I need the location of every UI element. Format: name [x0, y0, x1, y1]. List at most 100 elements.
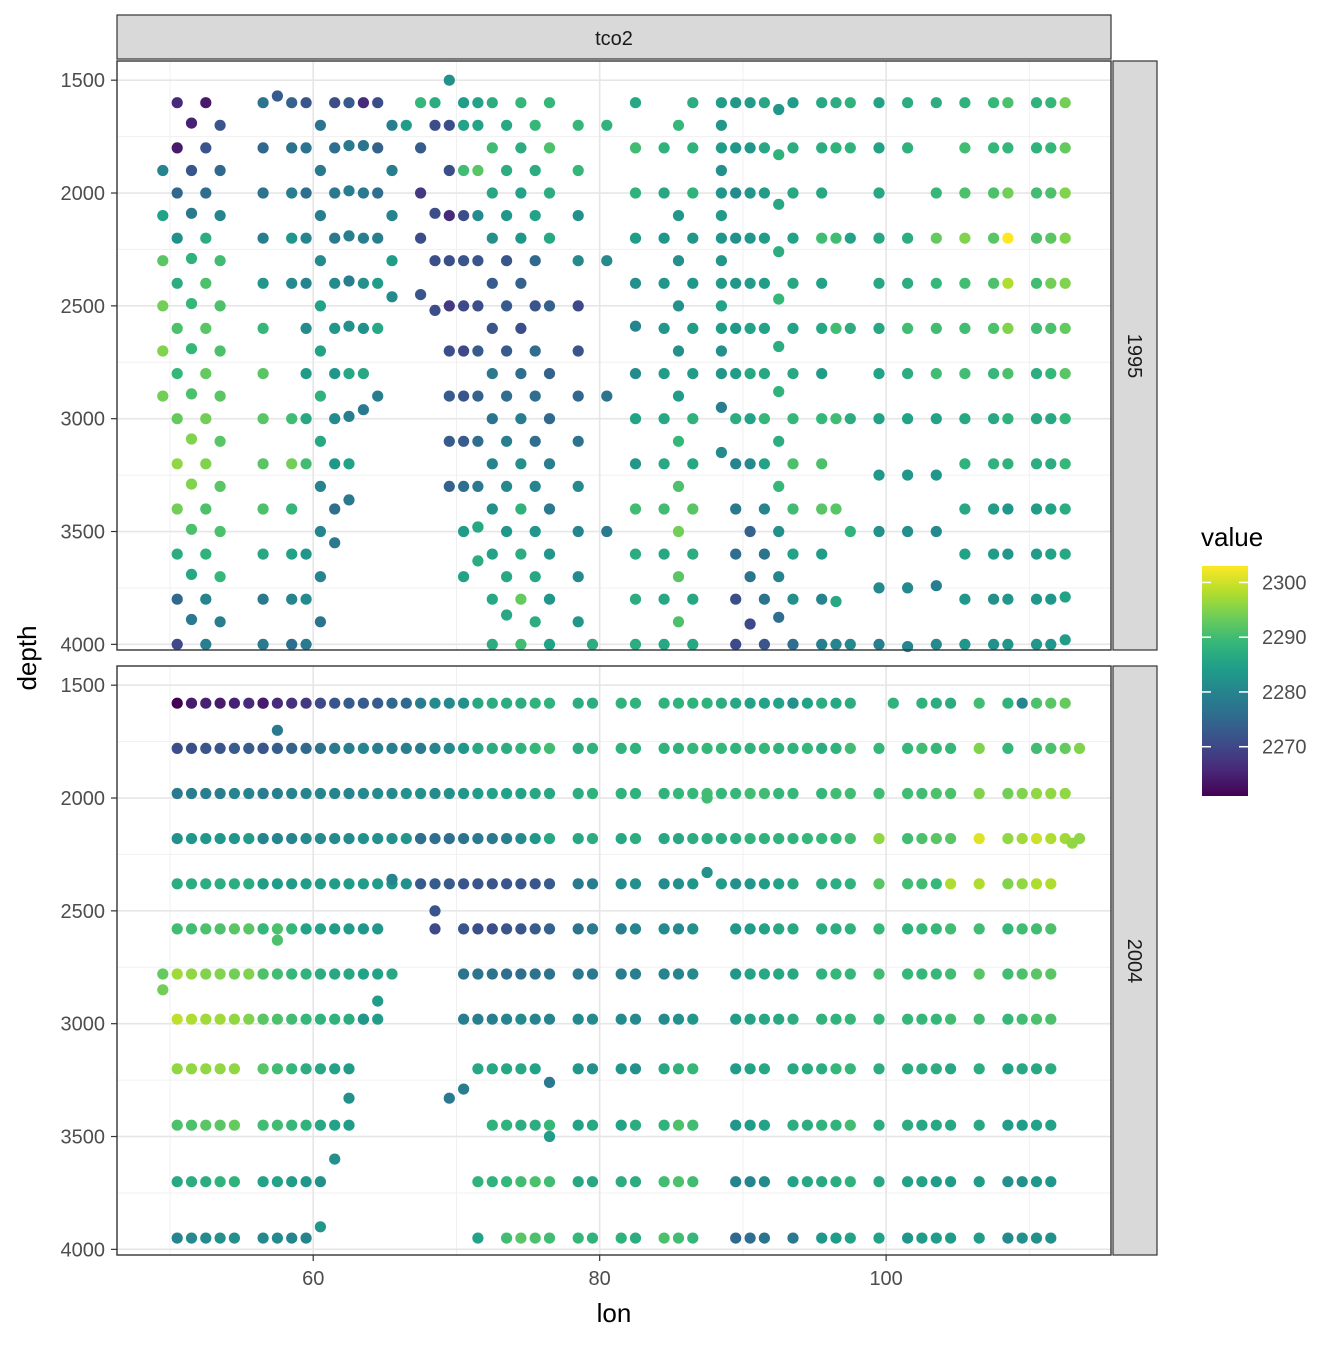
data-point — [1002, 1232, 1014, 1244]
data-point — [443, 345, 455, 357]
data-point — [629, 787, 642, 800]
data-point — [902, 322, 914, 334]
data-point — [329, 322, 341, 334]
data-point — [1002, 593, 1014, 605]
data-point — [701, 833, 713, 845]
data-point — [214, 300, 226, 312]
data-point — [257, 1119, 269, 1131]
data-point — [415, 97, 427, 109]
data-point — [329, 697, 341, 709]
panel-border — [116, 665, 1112, 1256]
data-point — [185, 388, 198, 400]
data-point — [715, 401, 728, 413]
data-point — [959, 187, 971, 199]
data-point — [758, 697, 771, 709]
data-point — [672, 571, 685, 583]
data-point — [730, 878, 742, 890]
data-point — [529, 164, 541, 177]
data-point — [486, 787, 498, 800]
data-point — [543, 368, 556, 380]
data-point — [801, 742, 814, 755]
data-point — [257, 1013, 269, 1025]
data-point — [758, 503, 771, 515]
data-point — [515, 322, 527, 334]
y-tick-label: 2000 — [61, 788, 106, 810]
data-point — [801, 833, 814, 845]
legend-tick-label: 2280 — [1262, 682, 1307, 704]
data-point — [185, 878, 198, 890]
data-point — [185, 833, 198, 845]
data-point — [930, 97, 942, 109]
data-point — [873, 322, 885, 334]
data-point — [744, 187, 756, 199]
data-point — [744, 742, 756, 755]
data-point — [200, 277, 212, 289]
data-point — [758, 1119, 771, 1131]
data-point — [515, 1013, 527, 1025]
data-point — [787, 923, 799, 935]
data-point — [171, 833, 183, 845]
data-point — [329, 742, 341, 755]
data-point — [443, 435, 455, 447]
data-point — [873, 968, 885, 980]
data-point — [529, 1232, 541, 1244]
data-point — [200, 833, 212, 845]
data-point — [816, 277, 828, 289]
data-point — [658, 1119, 670, 1131]
data-point — [658, 277, 670, 289]
data-point — [816, 413, 828, 425]
x-axis-title: lon — [597, 1298, 632, 1328]
data-point — [300, 548, 312, 560]
data-point — [1045, 697, 1057, 709]
data-point — [672, 435, 685, 447]
data-point — [200, 97, 212, 109]
data-point — [1045, 1176, 1057, 1188]
data-point — [400, 878, 412, 890]
data-point — [157, 984, 169, 996]
data-point — [586, 1013, 599, 1025]
data-point — [615, 1232, 627, 1244]
data-point — [501, 968, 513, 980]
data-point — [715, 187, 728, 199]
data-point — [758, 833, 771, 845]
data-point — [386, 697, 398, 709]
data-point — [357, 1013, 369, 1025]
data-point — [458, 210, 470, 222]
data-point — [816, 232, 828, 244]
data-point — [357, 368, 369, 380]
y-tick-label: 2000 — [61, 183, 106, 205]
y-tick-label: 1500 — [61, 675, 106, 697]
data-point — [372, 833, 384, 845]
data-point — [472, 435, 484, 447]
data-point — [816, 697, 828, 709]
data-point — [1045, 458, 1057, 470]
data-point — [744, 923, 756, 935]
data-point — [200, 1119, 212, 1131]
data-point — [458, 833, 470, 845]
data-point — [271, 1063, 283, 1075]
data-point — [1030, 232, 1043, 244]
data-point — [687, 923, 699, 935]
data-point — [715, 142, 728, 154]
data-point — [415, 742, 427, 755]
data-point — [687, 458, 699, 470]
data-point — [357, 140, 369, 152]
data-point — [658, 232, 670, 244]
data-point — [687, 593, 699, 605]
data-point — [758, 593, 771, 605]
data-point — [687, 787, 699, 800]
data-point — [300, 787, 312, 800]
data-point — [1045, 787, 1057, 800]
data-point — [458, 435, 470, 447]
data-point — [629, 320, 642, 332]
data-point — [214, 480, 226, 492]
data-point — [329, 968, 341, 980]
data-point — [902, 968, 914, 980]
data-point — [458, 1013, 470, 1025]
data-point — [844, 742, 856, 755]
data-point — [286, 968, 298, 980]
data-point — [973, 1013, 985, 1025]
data-point — [286, 413, 298, 425]
data-point — [529, 878, 541, 890]
data-point — [543, 232, 556, 244]
